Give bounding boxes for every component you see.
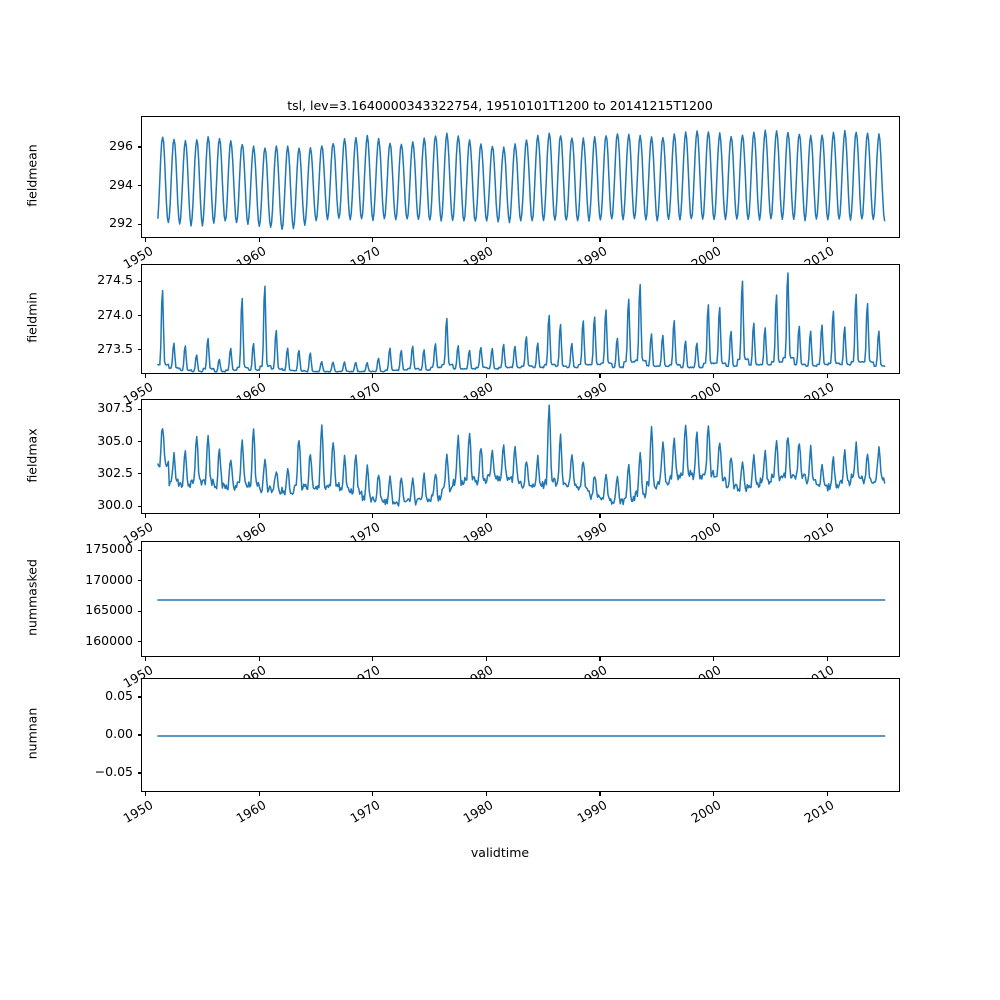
subplot-fieldmax [141,399,900,514]
xtick-mark [144,657,147,661]
plot-area-numnan [157,735,886,737]
xtick-mark [599,514,601,518]
plot-area-fieldmax [157,404,886,507]
xtick-mark [372,238,374,242]
xtick-mark [372,374,374,378]
ytick-mark [137,549,141,551]
xtick-mark [485,238,487,242]
xtick-mark [599,238,601,242]
xtick-mark [826,514,828,518]
ytick-label: 305.0 [97,432,133,448]
xtick-label: 2010 [801,797,837,826]
xtick-mark [258,238,260,242]
ylabel-numnan: numnan [24,707,40,760]
ytick-label: 294 [109,176,133,192]
data-line-fieldmean [157,129,886,231]
ytick-label: 165000 [85,602,133,618]
xtick-mark [485,514,487,518]
subplot-numnan [141,678,900,792]
ytick-mark [137,280,141,282]
ytick-label: 274.5 [97,272,133,288]
xtick-mark [713,514,715,518]
subplot-fieldmin [141,264,900,374]
ytick-label: 300.0 [97,497,133,513]
xaxis-label: validtime [470,845,530,860]
xtick-mark [144,514,147,518]
ytick-mark [137,146,141,148]
xtick-mark [599,657,601,661]
xtick-label: 2000 [688,797,724,826]
xtick-mark [372,657,374,661]
ytick-label: 274.0 [97,306,133,322]
ytick-mark [137,772,141,774]
xtick-label: 1960 [233,797,269,826]
subplot-nummasked [141,541,900,657]
data-line-fieldmin [157,272,886,373]
ytick-label: 273.5 [97,340,133,356]
xtick-mark [144,374,147,378]
xtick-label: 1980 [460,797,496,826]
ytick-mark [137,580,141,582]
xtick-mark [713,374,715,378]
xtick-mark [258,374,260,378]
xtick-mark [713,792,715,796]
xtick-mark [599,792,601,796]
plot-area-fieldmean [157,129,886,231]
xtick-mark [258,657,260,661]
plot-area-nummasked [157,599,886,601]
xtick-mark [826,238,828,242]
ytick-mark [137,473,141,475]
ytick-mark [137,349,141,351]
data-line-fieldmax [157,404,886,507]
xtick-label: 1990 [574,797,610,826]
ytick-mark [137,610,141,612]
xtick-mark [713,238,715,242]
xtick-label: 1950 [119,797,156,826]
xtick-mark [144,792,147,796]
ytick-mark [137,408,141,410]
xtick-mark [485,792,487,796]
ytick-label: −0.05 [94,764,133,779]
ytick-label: 292 [109,215,133,231]
ytick-label: 296 [109,137,133,153]
xtick-mark [258,514,260,518]
figure-title: tsl, lev=3.1640000343322754, 19510101T12… [287,98,713,113]
ytick-mark [137,441,141,443]
xtick-mark [372,792,374,796]
xtick-label: 1970 [347,797,383,826]
xtick-mark [258,792,260,796]
ytick-label: 170000 [85,571,133,587]
xtick-mark [485,657,487,661]
xtick-mark [826,374,828,378]
ytick-label: 0.05 [105,688,133,703]
xtick-mark [599,374,601,378]
ytick-label: 175000 [85,541,133,557]
ytick-label: 307.5 [97,400,133,416]
subplot-fieldmean [141,116,900,238]
xtick-mark [826,792,828,796]
xtick-mark [485,374,487,378]
xtick-mark [713,657,715,661]
ytick-label: 0.00 [105,726,133,741]
ytick-label: 160000 [85,632,133,648]
plot-area-fieldmin [157,272,886,373]
ytick-mark [137,696,141,698]
ytick-mark [137,223,141,225]
xtick-mark [372,514,374,518]
xtick-mark [144,238,147,242]
ytick-mark [137,505,141,507]
ytick-mark [137,315,141,317]
xtick-mark [826,657,828,661]
ytick-mark [137,641,141,643]
ytick-mark [137,734,141,736]
ytick-mark [137,185,141,187]
ytick-label: 302.5 [97,464,133,480]
